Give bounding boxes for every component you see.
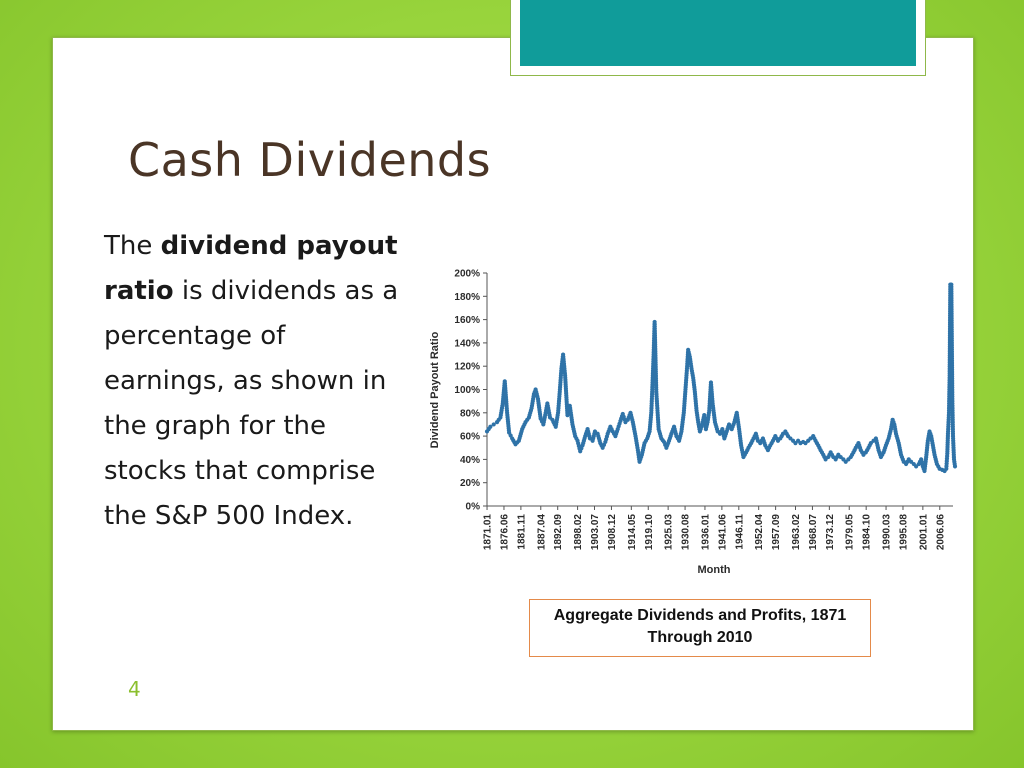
data-point [491,422,496,427]
x-tick-label: 1984.10 [862,514,873,551]
x-tick-label: 1871.01 [483,514,494,551]
y-tick-label: 180% [454,292,480,303]
x-tick-label: 1898.02 [573,514,584,551]
y-tick-label: 200% [454,269,480,280]
data-point [488,424,493,429]
body-text-bold-term: dividend payout ratio [104,231,398,306]
x-axis-title: Month [698,564,731,576]
x-tick-label: 2006.06 [935,514,946,551]
x-tick-label: 1914.05 [627,514,638,551]
y-tick-label: 60% [460,432,480,443]
data-point [952,464,958,469]
body-text-start: The [104,231,161,261]
y-tick-label: 40% [460,455,480,466]
x-tick-label: 1952.04 [754,514,765,551]
x-tick-label: 1892.09 [553,514,564,551]
y-tick-label: 120% [454,362,480,373]
x-tick-label: 1946.11 [734,514,745,550]
body-paragraph: The dividend payout ratio is dividends a… [104,224,404,539]
x-tick-label: 1876.06 [499,514,510,551]
x-tick-label: 1957.09 [771,514,782,551]
header-accent-tab [510,0,926,76]
chart-caption: Aggregate Dividends and Profits, 1871 Th… [529,599,871,657]
body-text-end: is dividends as a percentage of earnings… [104,276,399,531]
y-axis-title: Dividend Payout Ratio [429,331,441,448]
x-tick-label: 1990.03 [882,514,893,551]
slide-title: Cash Dividends [128,133,492,187]
x-tick-label: 1979.05 [845,514,856,551]
x-tick-label: 1919.10 [644,514,655,551]
page-number: 4 [128,677,141,701]
x-tick-label: 2001.01 [918,514,929,551]
x-tick-label: 1881.11 [516,514,527,550]
x-tick-label: 1887.04 [536,514,547,551]
y-tick-label: 0% [466,502,481,513]
y-tick-label: 80% [460,408,480,419]
x-tick-label: 1963.02 [791,514,802,551]
x-tick-label: 1930.08 [681,514,692,551]
y-axis: 0% 20% 40% 60% 80% 100% 120% 140% 160% 180% 200% [454,269,488,513]
x-tick-label: 1936.01 [700,514,711,551]
header-accent-bar [520,0,916,66]
x-tick-label: 1995.08 [898,514,909,551]
x-tick-label: 1903.07 [590,514,601,551]
y-tick-label: 160% [454,315,480,326]
x-tick-label: 1973.12 [825,514,836,551]
y-tick-label: 100% [454,385,480,396]
x-tick-label: 1941.06 [717,514,728,551]
payout-ratio-chart: 0% 20% 40% 60% 80% 100% 120% 140% 160% 180% 200% 1… [429,269,958,576]
x-tick-label: 1925.03 [664,514,675,551]
x-tick-label: 1908.12 [607,514,618,551]
x-tick-label: 1968.07 [808,514,819,551]
data-points [484,282,958,474]
y-tick-label: 140% [454,338,480,349]
y-tick-label: 20% [460,478,480,489]
x-axis: 1871.01 1876.06 1881.11 1887.04 1892.09 1898.… [483,505,953,551]
